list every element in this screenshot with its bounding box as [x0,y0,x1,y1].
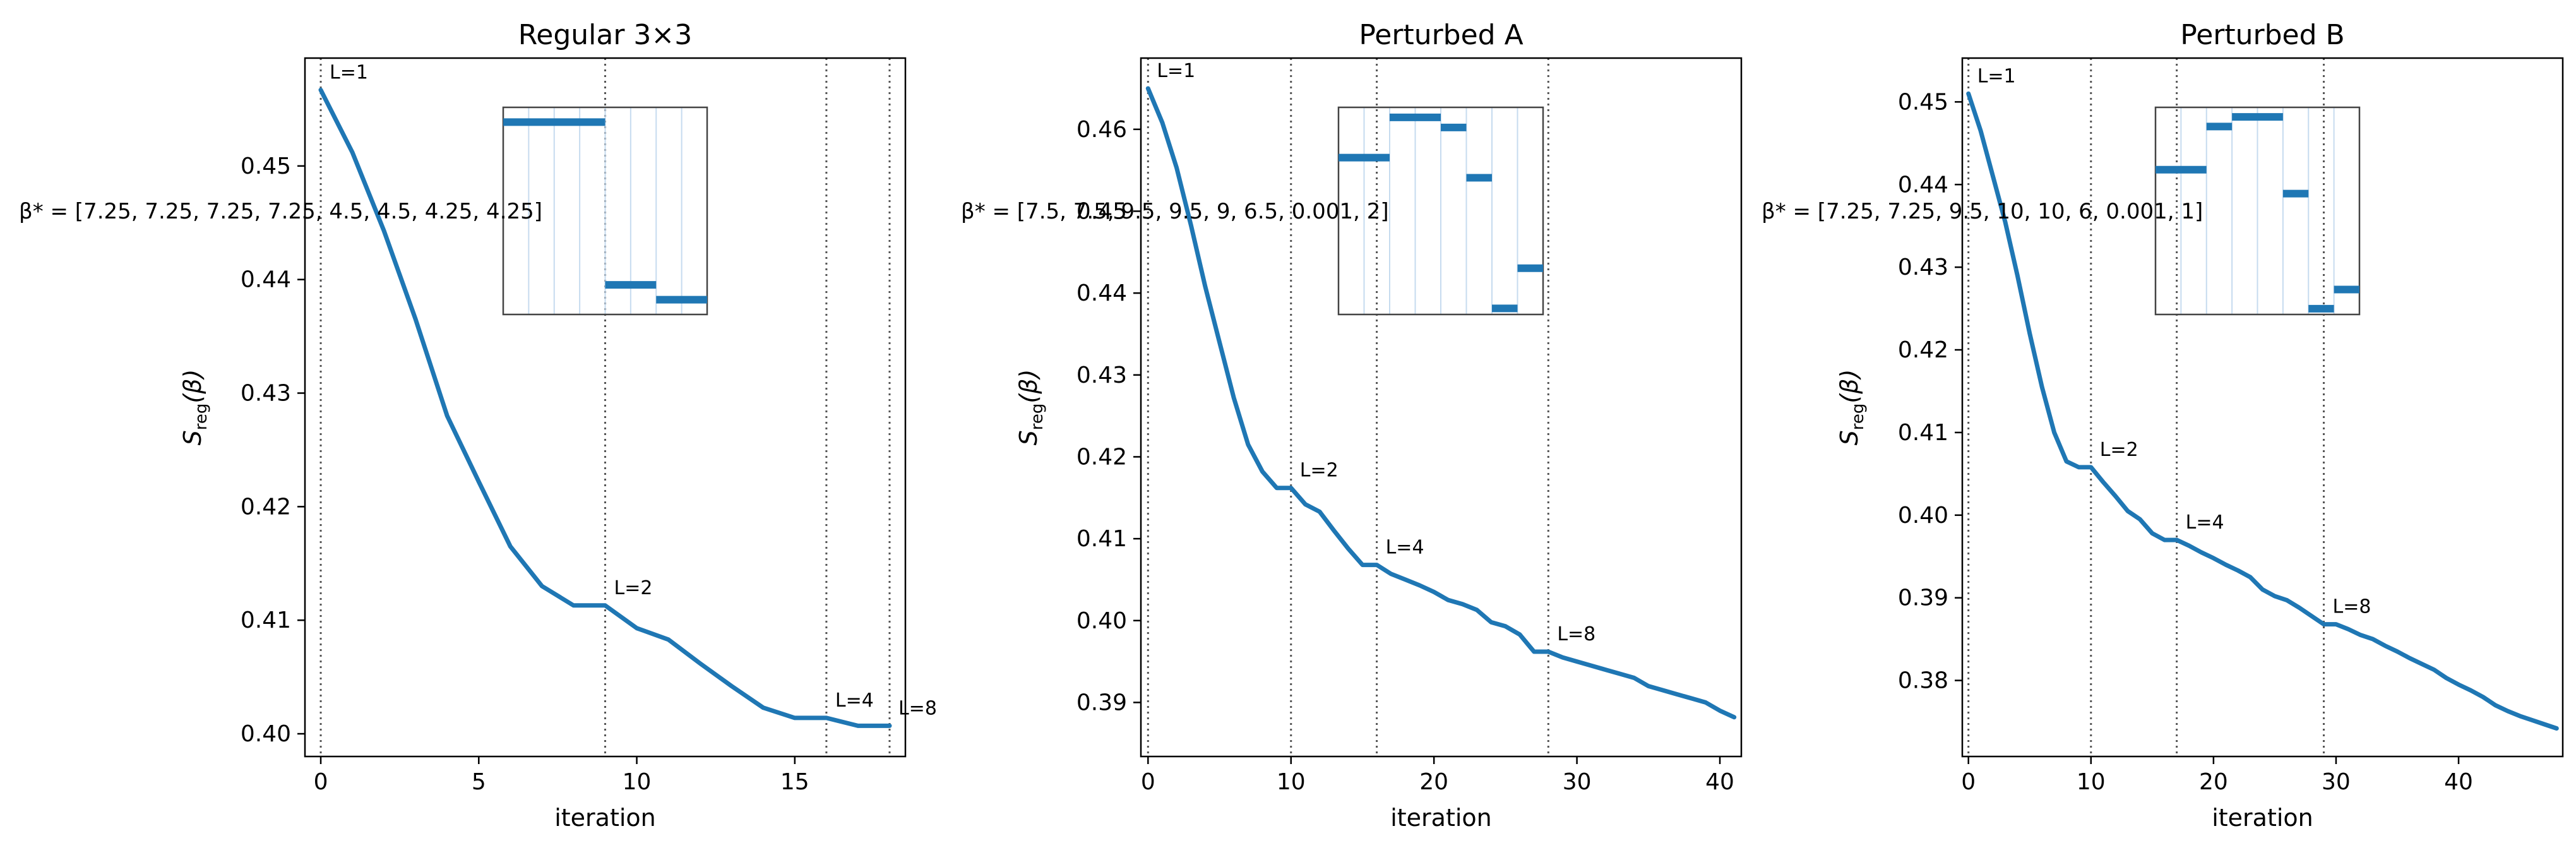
series-line [1966,91,2559,731]
beta-annotation: β* = [7.25, 7.25, 9.5, 10, 10, 6, 0.001,… [1762,199,2203,224]
x-tick-label: 5 [472,769,486,795]
y-tick-label: 0.43 [241,381,291,407]
y-tick-label: 0.42 [1898,337,1948,363]
y-axis-label-main: S [179,430,206,445]
level-label: L=2 [2100,439,2138,461]
y-axis-label-arg: (β) [179,369,206,404]
panel-title: Regular 3×3 [518,19,693,51]
beta-inset [2154,106,2361,316]
level-label: L=4 [835,690,874,712]
y-tick-label: 0.44 [1076,280,1127,306]
x-tick-label: 30 [2322,769,2351,795]
y-tick-label: 0.39 [1076,690,1127,715]
beta-inset [502,106,708,316]
panel-title: Perturbed B [2180,19,2344,51]
series-line [318,87,892,728]
y-tick-label: 0.38 [1898,668,1948,694]
level-label: L=2 [1300,460,1339,482]
y-tick-label: 0.45 [1076,198,1127,224]
y-tick-label: 0.41 [1076,526,1127,552]
y-tick-label: 0.40 [241,721,291,747]
x-tick-label: 10 [623,769,652,795]
y-tick-label: 0.45 [241,153,291,179]
y-axis-label-sub: reg [1028,404,1047,431]
inset-frame [1337,106,1544,316]
level-label: L=4 [2186,511,2224,534]
x-tick-label: 10 [1277,769,1306,795]
y-axis-label-arg: (β) [1835,369,1863,404]
y-tick-label: 0.44 [1898,172,1948,198]
y-tick-label: 0.45 [1898,89,1948,115]
level-label: L=2 [614,577,653,599]
beta-annotation: β* = [7.5, 7.5, 9.5, 9.5, 9, 6.5, 0.001,… [961,199,1389,224]
level-label: L=1 [1977,65,2016,87]
y-tick-label: 0.42 [1076,444,1127,470]
x-tick-label: 0 [1141,769,1155,795]
x-tick-label: 20 [1419,769,1448,795]
x-tick-label: 30 [1563,769,1592,795]
axes-frame [1140,57,1743,758]
y-axis-label-main: S [1835,430,1863,445]
level-label: L=1 [330,61,368,83]
x-axis-label: iteration [1390,804,1492,832]
inset-frame [2154,106,2361,316]
panel-2: Perturbed A L=1 L=2 L=4 L=8 β* = [7.5, 7.5, 9… [961,19,1743,832]
y-axis-label: Sreg(β) [179,369,211,446]
x-tick-label: 20 [2199,769,2228,795]
beta-inset [1337,106,1544,316]
x-tick-label: 40 [1705,769,1734,795]
inset-frame [502,106,708,316]
level-label: L=8 [2333,596,2371,618]
x-tick-label: 15 [780,769,809,795]
axes-frame [304,57,907,758]
y-axis-label-main: S [1015,430,1042,445]
axes-frame [1961,57,2564,758]
level-label: L=8 [898,697,937,719]
beta-annotation: β* = [7.25, 7.25, 7.25, 7.25, 4.5, 4.5, … [19,199,542,224]
y-axis-label: Sreg(β) [1015,369,1047,446]
panel-3: Perturbed B L=1 L=2 L=4 L=8 β* = [7.25, 7.25,… [1762,19,2564,832]
y-axis-label-sub: reg [1849,404,1868,431]
y-tick-label: 0.44 [241,267,291,293]
y-axis-label-arg: (β) [1015,369,1042,404]
level-label: L=1 [1157,60,1195,82]
x-tick-label: 0 [314,769,328,795]
y-tick-label: 0.43 [1898,254,1948,280]
y-tick-label: 0.41 [1898,420,1948,446]
level-label: L=8 [1557,623,1595,645]
y-tick-label: 0.41 [241,607,291,633]
y-axis-label-sub: reg [192,404,211,431]
panel-title: Perturbed A [1359,19,1523,51]
y-tick-label: 0.46 [1076,117,1127,143]
y-tick-label: 0.39 [1898,585,1948,611]
y-tick-label: 0.40 [1076,608,1127,634]
y-tick-label: 0.40 [1898,503,1948,529]
y-tick-label: 0.42 [241,494,291,520]
x-tick-label: 40 [2444,769,2473,795]
x-axis-label: iteration [2212,804,2313,832]
series-line [1145,86,1737,720]
y-axis-label: Sreg(β) [1835,369,1868,446]
panel-1: Regular 3×3 L=1 L=2 L=4 L=8 β* = [7.25, 7.25,… [19,19,937,832]
x-axis-label: iteration [554,804,656,832]
y-tick-label: 0.43 [1076,362,1127,388]
x-tick-label: 10 [2077,769,2106,795]
level-label: L=4 [1386,537,1424,559]
x-tick-label: 0 [1961,769,1976,795]
